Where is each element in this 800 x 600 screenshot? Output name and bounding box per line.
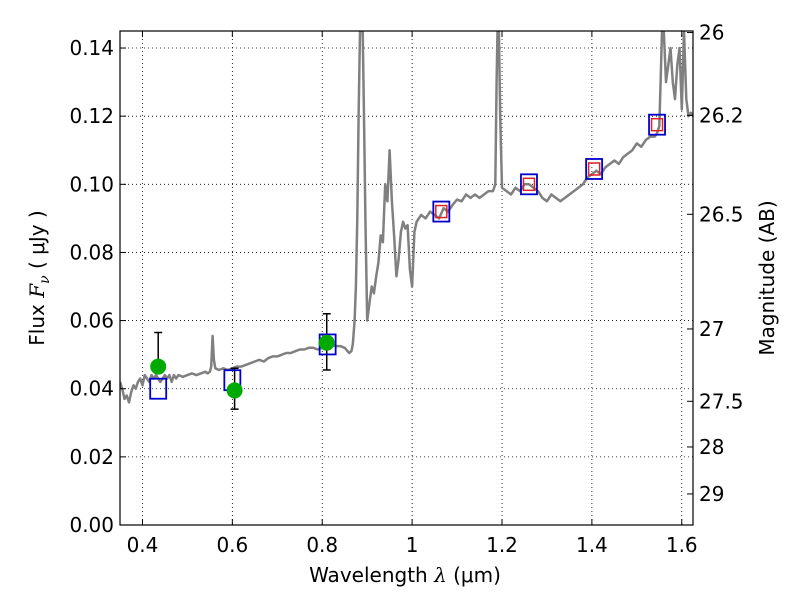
y2-tick-label: 26.2 xyxy=(699,103,744,127)
y-tick-label: 0.04 xyxy=(69,377,114,401)
model-photometry-marker xyxy=(520,173,538,196)
x-tick-label: 0.8 xyxy=(306,533,338,557)
nir-photometry-marker xyxy=(650,117,664,132)
x-tick-label: 0.6 xyxy=(216,533,248,557)
x-axis-title-variable: λ xyxy=(433,563,447,587)
grid xyxy=(120,31,693,526)
observed-photometry-marker xyxy=(150,358,167,375)
plot-area xyxy=(120,31,693,410)
x-axis-title-unit: (μm) xyxy=(447,563,501,587)
model-photometry-marker xyxy=(432,200,451,223)
observed-photometry-marker xyxy=(226,382,243,399)
observed-photometry-marker xyxy=(318,334,335,351)
plot-frame xyxy=(119,30,694,526)
x-tick-label: 0.4 xyxy=(127,533,159,557)
y-tick-label: 0.08 xyxy=(69,240,114,264)
y2-tick-label: 26 xyxy=(699,21,724,45)
y-tick-label: 0.14 xyxy=(69,36,114,60)
model-photometry-marker xyxy=(149,377,168,400)
y-axis-title-prefix: Flux xyxy=(25,298,49,346)
model-photometry-marker xyxy=(648,113,666,136)
y-tick-label: 0.02 xyxy=(69,445,114,469)
y-axis-title-variable: F xyxy=(25,283,49,299)
y-axis-title: Flux Fν ( μJy ) xyxy=(25,210,53,345)
y-axis-title-subscript: ν xyxy=(37,275,53,284)
y2-tick-label: 29 xyxy=(699,482,724,506)
x-axis-title: Wavelength λ (μm) xyxy=(309,563,501,587)
x-tick-label: 1.6 xyxy=(666,533,698,557)
model-sed-line xyxy=(120,31,693,404)
model-photometry-marker xyxy=(585,158,604,180)
nir-photometry-marker xyxy=(522,177,536,192)
x-axis-title-prefix: Wavelength xyxy=(309,563,434,587)
x-tick-label: 1.4 xyxy=(576,533,608,557)
axes xyxy=(119,30,694,526)
y2-tick-label: 28 xyxy=(699,435,724,459)
y2-tick-label: 26.5 xyxy=(699,202,744,226)
y2-tick-label: 27.5 xyxy=(699,389,744,413)
y-axis-title-unit: ( μJy ) xyxy=(25,210,49,275)
y-tick-label: 0.10 xyxy=(69,172,114,196)
y-tick-label: 0.00 xyxy=(69,513,114,537)
y2-tick-label: 27 xyxy=(699,317,724,341)
y-tick-label: 0.06 xyxy=(69,309,114,333)
nir-photometry-marker xyxy=(435,204,448,219)
y-tick-label: 0.12 xyxy=(69,104,114,128)
y2-axis-title: Magnitude (AB) xyxy=(755,200,779,355)
x-tick-label: 1 xyxy=(406,533,419,557)
tick-labels: 0.4 0.6 0.8 1 1.2 1.4 1.6 0.00 0.02 0.04 0.06 0.08 0… xyxy=(69,21,743,557)
nir-photometry-marker xyxy=(587,162,601,176)
x-tick-label: 1.2 xyxy=(486,533,518,557)
